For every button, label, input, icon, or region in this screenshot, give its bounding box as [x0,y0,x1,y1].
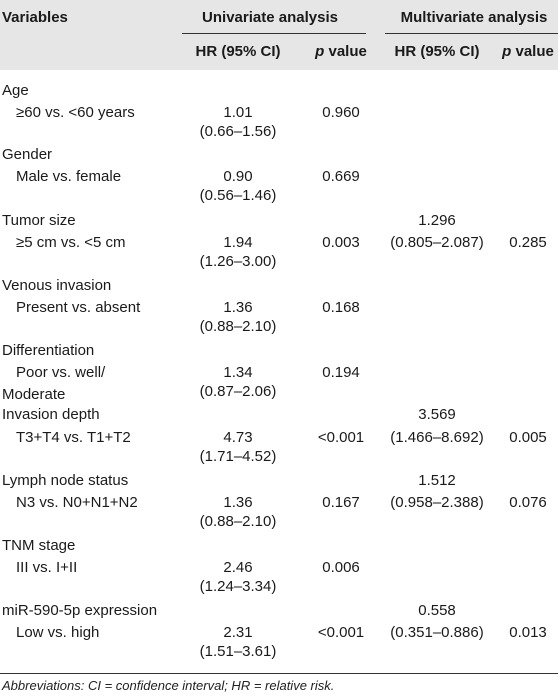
row-comparison: III vs. I+II [16,559,78,576]
table-bottom-rule [0,673,558,674]
table-body: Age ≥60 vs. <60 years 1.01 (0.66–1.56) 0… [0,70,558,676]
row-comparison-continued: Moderate [2,386,66,403]
uni-hr-value: 1.36 [223,299,253,316]
multi-p-value: 0.076 [509,494,547,511]
multivariate-rule [385,33,558,34]
multi-ci-value: (0.805–2.087) [390,234,484,251]
uni-hr-value: 2.46 [223,559,253,576]
uni-hr-value: 1.34 [223,364,253,381]
uni-hr-value: 1.01 [223,104,253,121]
uni-p-value: 0.194 [322,364,360,381]
table-footnote: Abbreviations: CI = confidence interval;… [2,678,335,693]
uni-ci-value: (0.88–2.10) [199,513,277,530]
multi-ci-value: (1.466–8.692) [390,429,484,446]
uni-p-value: <0.001 [317,624,365,641]
row-variable: Venous invasion [2,277,112,294]
header-uni-p: p value [315,43,367,60]
uni-ci-value: (1.51–3.61) [199,643,277,660]
header-uni-hr: HR (95% CI) [195,43,281,60]
uni-ci-value: (1.71–4.52) [199,448,277,465]
uni-p-value: <0.001 [317,429,365,446]
multi-p-value: 0.005 [509,429,547,446]
row-variable: miR-590-5p expression [2,602,158,619]
row-comparison: Poor vs. well/ [16,364,106,381]
uni-p-value: 0.960 [322,104,360,121]
header-univariate: Univariate analysis [202,9,338,26]
uni-p-value: 0.006 [322,559,360,576]
row-comparison: Present vs. absent [16,299,141,316]
row-comparison: Low vs. high [16,624,100,641]
header-multivariate: Multivariate analysis [400,9,548,26]
row-variable: Age [2,82,29,99]
row-variable: TNM stage [2,537,76,554]
header-multi-hr: HR (95% CI) [394,43,480,60]
multi-hr-value: 1.296 [418,212,456,229]
uni-hr-value: 0.90 [223,168,253,185]
uni-p-value: 0.003 [322,234,360,251]
univariate-rule [182,33,366,34]
multi-ci-value: (0.351–0.886) [390,624,484,641]
uni-hr-value: 4.73 [223,429,253,446]
row-comparison: N3 vs. N0+N1+N2 [16,494,138,511]
header-multi-p: p value [502,43,554,60]
row-variable: Gender [2,146,53,163]
row-variable: Differentiation [2,342,95,359]
multi-ci-value: (0.958–2.388) [390,494,484,511]
row-variable: Invasion depth [2,406,100,423]
table-header: Variables Univariate analysis Multivaria… [0,0,558,70]
uni-p-value: 0.669 [322,168,360,185]
row-variable: Lymph node status [2,472,129,489]
uni-ci-value: (1.24–3.34) [199,578,277,595]
header-variables: Variables [2,9,68,26]
multi-hr-value: 1.512 [418,472,456,489]
uni-ci-value: (1.26–3.00) [199,253,277,270]
multi-hr-value: 0.558 [418,602,456,619]
multi-hr-value: 3.569 [418,406,456,423]
uni-p-value: 0.168 [322,299,360,316]
multi-p-value: 0.013 [509,624,547,641]
multi-p-value: 0.285 [509,234,547,251]
uni-ci-value: (0.87–2.06) [199,383,277,400]
row-variable: Tumor size [2,212,76,229]
row-comparison: T3+T4 vs. T1+T2 [16,429,131,446]
uni-ci-value: (0.66–1.56) [199,123,277,140]
uni-hr-value: 2.31 [223,624,253,641]
row-comparison: ≥60 vs. <60 years [16,104,135,121]
uni-hr-value: 1.94 [223,234,253,251]
uni-hr-value: 1.36 [223,494,253,511]
uni-ci-value: (0.88–2.10) [199,318,277,335]
row-comparison: ≥5 cm vs. <5 cm [16,234,126,251]
row-comparison: Male vs. female [16,168,122,185]
uni-p-value: 0.167 [322,494,360,511]
uni-ci-value: (0.56–1.46) [199,187,277,204]
